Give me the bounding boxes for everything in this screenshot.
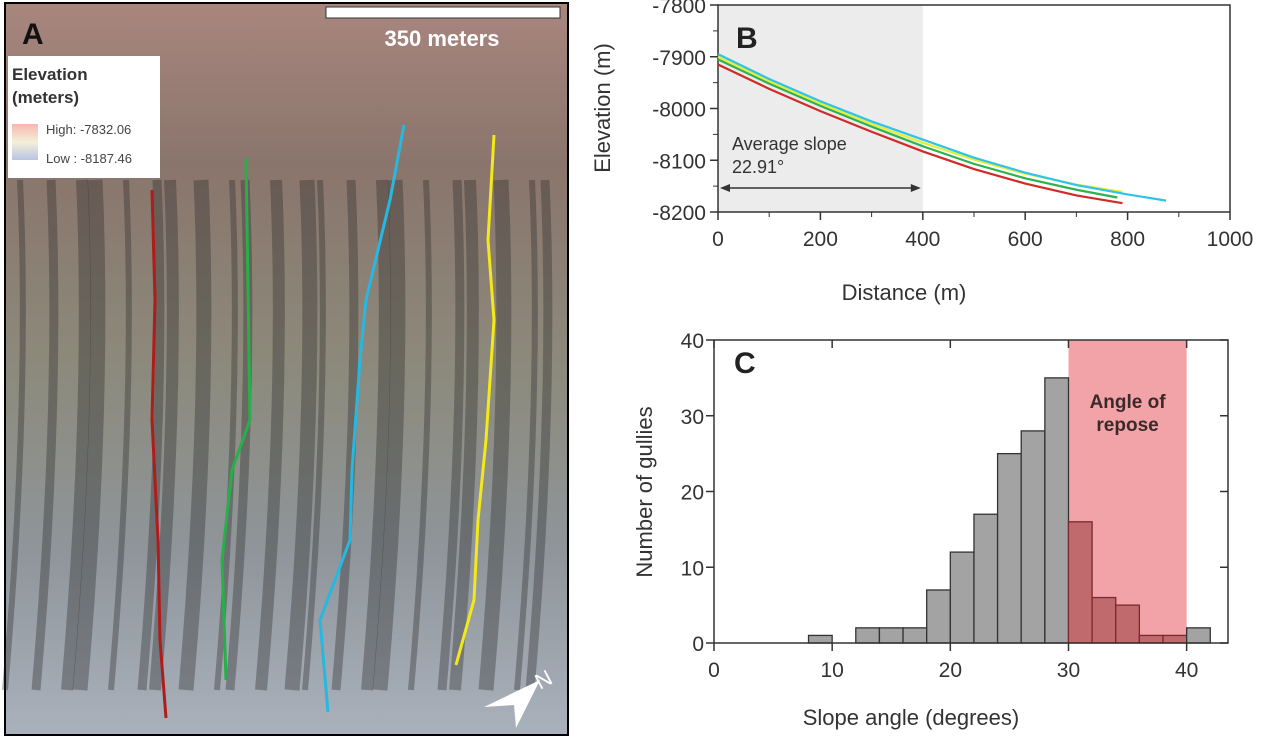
gully-trace-3 <box>318 124 406 713</box>
histogram-bar <box>1185 627 1211 644</box>
histogram-bar <box>1067 521 1093 644</box>
y-axis-label: Number of gullies <box>632 406 657 577</box>
histogram-bar <box>996 452 1022 644</box>
legend-high: High: -7832.06 <box>46 122 131 137</box>
legend-color-ramp <box>12 124 38 160</box>
panel-a: A 350 meters Elevation (meters) High: -7… <box>2 2 569 736</box>
gully-streak <box>284 179 318 691</box>
series-line-1 <box>717 63 1123 205</box>
gully-streak <box>478 179 512 691</box>
histogram-bar <box>1091 596 1117 644</box>
y-tick-label: 40 <box>681 330 704 353</box>
histogram-bar <box>878 627 904 644</box>
slope-annotation: Average slope <box>732 134 847 154</box>
angle-of-repose-label: Angle of <box>1090 392 1167 413</box>
histogram-bar <box>1115 604 1141 644</box>
histogram-bar <box>807 634 833 644</box>
series-line-4 <box>717 53 1167 202</box>
gully-streak <box>437 179 465 691</box>
histogram-bar <box>973 513 999 644</box>
gully-streak <box>372 179 406 691</box>
histogram-bar <box>902 627 928 644</box>
x-axis-label: Slope angle (degrees) <box>803 705 1019 730</box>
x-tick-label: 0 <box>708 659 720 682</box>
gully-streak <box>72 179 106 691</box>
x-tick-label: 0 <box>712 228 724 251</box>
series-line-2 <box>717 58 1118 199</box>
x-tick-label: 40 <box>1175 659 1198 682</box>
x-tick-label: 20 <box>939 659 962 682</box>
gully-streak <box>61 179 91 691</box>
gully-streak <box>137 179 165 691</box>
y-tick-label: 10 <box>681 557 704 580</box>
histogram-bar <box>1138 634 1164 644</box>
angle-of-repose-label-2: repose <box>1096 415 1158 436</box>
gully-trace-1 <box>150 189 168 719</box>
gully-streak <box>178 179 212 691</box>
y-tick-label: -8100 <box>652 150 706 173</box>
panel-label-a: A <box>22 18 44 51</box>
scale-bar-label: 350 meters <box>385 26 500 51</box>
gully-streak <box>149 179 179 691</box>
gully-trace-2 <box>220 157 252 681</box>
elevation-legend: Elevation (meters) High: -7832.06 Low : … <box>8 56 160 178</box>
y-tick-label: -7900 <box>652 47 706 70</box>
x-tick-label: 30 <box>1057 659 1080 682</box>
y-tick-label: -8000 <box>652 99 706 122</box>
y-tick-label: 30 <box>681 406 704 429</box>
panel-label-c: C <box>734 347 756 380</box>
histogram-bar <box>926 589 951 644</box>
y-tick-label: -7800 <box>652 0 706 18</box>
shaded-region <box>718 5 923 212</box>
gully-streak <box>514 179 538 691</box>
gully-streak <box>302 179 326 691</box>
x-tick-label: 1000 <box>1207 228 1254 251</box>
y-tick-label: 0 <box>692 633 704 656</box>
x-tick-label: 800 <box>1110 228 1145 251</box>
gully-traces <box>150 124 496 719</box>
gully-trace-4 <box>454 134 496 666</box>
gully-streak <box>408 179 432 691</box>
arrowhead-right-icon <box>910 184 921 192</box>
histogram-bar <box>855 627 881 644</box>
scale-bar <box>325 6 561 19</box>
gully-streak <box>449 179 479 691</box>
x-tick-label: 400 <box>905 228 940 251</box>
gully-streak <box>108 179 132 691</box>
y-tick-label: -8200 <box>652 202 706 225</box>
panel-label-b: B <box>736 22 758 55</box>
histogram-bar <box>1044 377 1070 644</box>
x-tick-label: 200 <box>803 228 838 251</box>
slope-value: 22.91° <box>732 157 784 177</box>
x-tick-label: 10 <box>820 659 843 682</box>
arrowhead-left-icon <box>720 184 730 192</box>
histogram-bar <box>1162 634 1188 644</box>
x-axis-label: Distance (m) <box>842 280 967 305</box>
y-axis-label: Elevation (m) <box>590 43 615 173</box>
legend-title: Elevation <box>12 65 88 84</box>
gully-streak <box>2 179 26 691</box>
histogram-bar <box>949 551 975 644</box>
gully-streak <box>525 179 553 691</box>
x-tick-label: 600 <box>1008 228 1043 251</box>
histogram-bar <box>1020 430 1046 644</box>
panel-b-chart: 0 200 400 600 800 1000 -7800 -7900 -8000 -8100 -82… <box>590 0 1253 305</box>
legend-low: Low : -8187.46 <box>46 151 132 166</box>
gully-streak <box>361 179 391 691</box>
legend-title-units: (meters) <box>12 88 79 107</box>
gully-streak <box>31 179 59 691</box>
y-tick-label: 20 <box>681 482 704 505</box>
gully-streak <box>255 179 285 691</box>
gully-streak <box>331 179 359 691</box>
